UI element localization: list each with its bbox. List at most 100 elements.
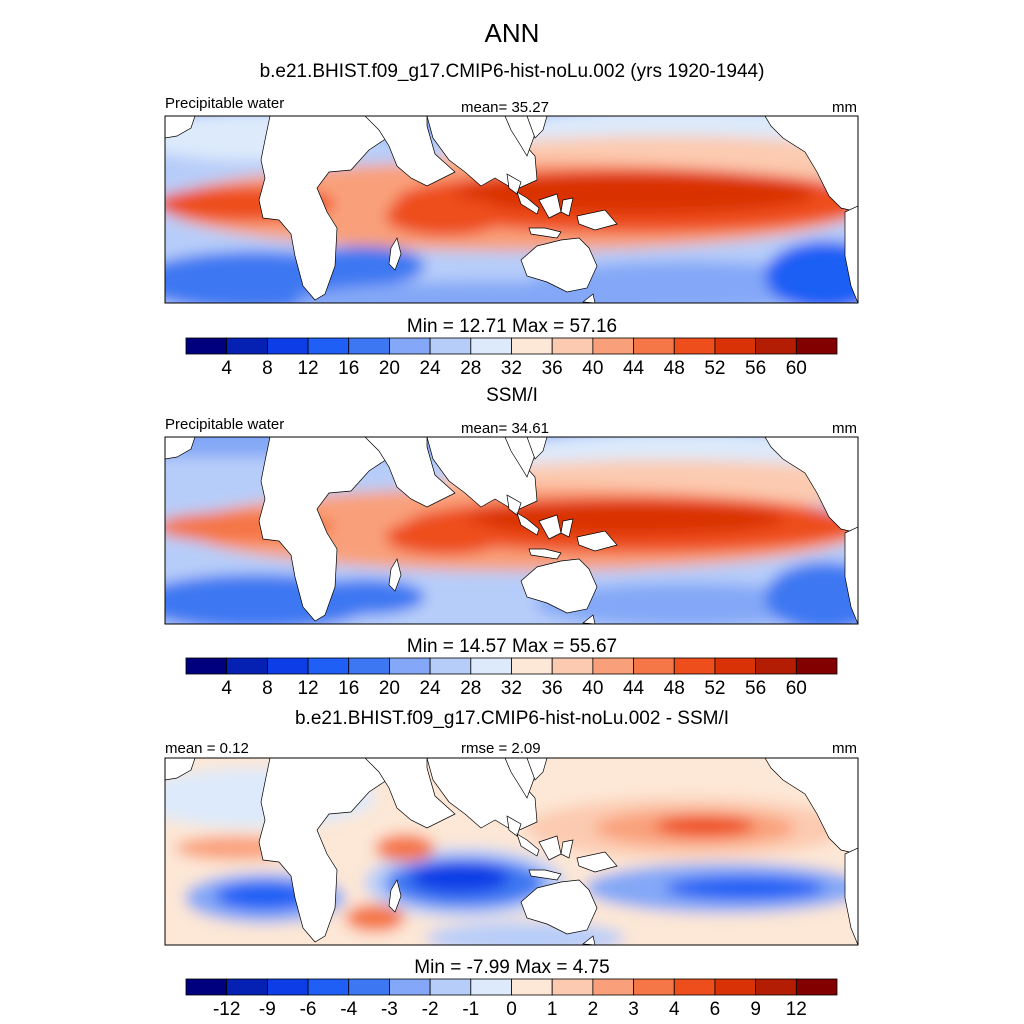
colorbar-swatch (429, 657, 472, 675)
panel-2-colorbar: 4 8 12 16 20 24 28 32 36 40 44 48 52 56 60 (185, 657, 838, 699)
colorbar-tick-label: 40 (582, 678, 603, 699)
colorbar-swatch (714, 337, 757, 355)
colorbar-swatch (389, 337, 431, 355)
colorbar-swatch (348, 978, 390, 996)
colorbar-swatch (551, 978, 594, 996)
panel-2-units: mm (832, 420, 857, 437)
colorbar-tick-label: -6 (300, 999, 317, 1020)
panel-1-mean: mean= 35.27 (461, 99, 549, 116)
colorbar-swatch (592, 978, 634, 996)
colorbar-tick-label: 28 (460, 358, 481, 379)
colorbar-swatch (551, 337, 594, 355)
panel-1-minmax: Min = 12.71 Max = 57.16 (406, 316, 618, 337)
colorbar-tick-label: 12 (297, 358, 318, 379)
colorbar-tick-label: 56 (745, 358, 766, 379)
colorbar-swatch (633, 337, 675, 355)
colorbar-swatch (348, 657, 390, 675)
colorbar-tick-label: -4 (340, 999, 357, 1020)
panel-1-title: b.e21.BHIST.f09_g17.CMIP6-hist-noLu.002 … (259, 61, 765, 82)
colorbar-swatch (795, 337, 838, 355)
colorbar-swatch (714, 657, 757, 675)
colorbar-swatch (795, 978, 838, 996)
colorbar-tick-label: -1 (462, 999, 479, 1020)
colorbar-swatch (795, 657, 838, 675)
panel-3-rmse: rmse = 2.09 (461, 740, 541, 757)
colorbar-tick-label: 12 (786, 999, 807, 1020)
colorbar-swatch (470, 657, 512, 675)
panel-3-title: b.e21.BHIST.f09_g17.CMIP6-hist-noLu.002 … (294, 708, 730, 729)
colorbar-tick-label: 40 (582, 358, 603, 379)
colorbar-tick-label: -3 (381, 999, 398, 1020)
colorbar-tick-label: 4 (221, 678, 232, 699)
colorbar-swatch (633, 978, 675, 996)
colorbar-swatch (511, 978, 553, 996)
colorbar-tick-label: 4 (221, 358, 232, 379)
colorbar-tick-label: -12 (213, 999, 240, 1020)
colorbar-tick-label: 44 (623, 358, 645, 379)
colorbar-tick-label: 4 (669, 999, 680, 1020)
colorbar-tick-label: 0 (506, 999, 517, 1020)
colorbar-tick-label: 8 (262, 678, 273, 699)
colorbar-swatch (389, 657, 431, 675)
panel-3-units: mm (832, 740, 857, 757)
colorbar-tick-label: 60 (786, 678, 807, 699)
colorbar-swatch (226, 978, 268, 996)
colorbar-tick-label: 36 (542, 678, 563, 699)
panel-1-colorbar: 4 8 12 16 20 24 28 32 36 40 44 48 52 56 60 (185, 337, 838, 379)
colorbar-tick-label: 12 (297, 678, 318, 699)
colorbar-swatch (755, 657, 797, 675)
panel-2-left-label: Precipitable water (165, 416, 285, 433)
colorbar-tick-label: -2 (422, 999, 439, 1020)
panel-2-border (164, 436, 859, 625)
colorbar-tick-label: 52 (704, 358, 725, 379)
panel-3-mean: mean = 0.12 (165, 740, 249, 757)
colorbar-tick-label: 28 (460, 678, 481, 699)
colorbar-swatch (185, 657, 228, 675)
colorbar-tick-label: 9 (750, 999, 761, 1020)
colorbar-swatch (511, 657, 553, 675)
panel-3-map (165, 758, 858, 945)
colorbar-tick-label: 6 (710, 999, 721, 1020)
colorbar-tick-label: 48 (664, 358, 685, 379)
colorbar-tick-label: 52 (704, 678, 725, 699)
colorbar-tick-label: 36 (542, 358, 563, 379)
colorbar-swatch (673, 978, 716, 996)
colorbar-tick-label: 8 (262, 358, 273, 379)
panel-1-border (164, 115, 859, 304)
colorbar-swatch (226, 337, 268, 355)
colorbar-tick-label: 56 (745, 678, 766, 699)
colorbar-tick-label: 24 (420, 678, 442, 699)
colorbar-swatch (185, 978, 228, 996)
colorbar-tick-label: -9 (259, 999, 276, 1020)
panel-2-title: SSM/I (486, 385, 538, 406)
panel-2-mean: mean= 34.61 (461, 420, 549, 437)
panel-3-colorbar: -12 -9 -6 -4 -3 -2 -1 0 1 2 3 4 6 9 12 (185, 978, 838, 1020)
colorbar-tick-label: 2 (588, 999, 599, 1020)
figure-title: ANN (484, 18, 540, 48)
colorbar-swatch (389, 978, 431, 996)
colorbar-swatch (673, 337, 716, 355)
colorbar-tick-label: 20 (379, 678, 400, 699)
panel-3-minmax: Min = -7.99 Max = 4.75 (414, 957, 610, 978)
panel-1-map (165, 116, 858, 303)
panel-1-units: mm (832, 99, 857, 116)
colorbar-swatch (714, 978, 757, 996)
colorbar-swatch (551, 657, 594, 675)
colorbar-swatch (429, 337, 472, 355)
colorbar-tick-label: 3 (628, 999, 639, 1020)
colorbar-swatch (633, 657, 675, 675)
colorbar-swatch (755, 337, 797, 355)
colorbar-swatch (307, 337, 350, 355)
colorbar-swatch (348, 337, 390, 355)
colorbar-swatch (266, 337, 309, 355)
colorbar-swatch (429, 978, 472, 996)
colorbar-swatch (266, 978, 309, 996)
colorbar-swatch (266, 657, 309, 675)
colorbar-tick-label: 48 (664, 678, 685, 699)
colorbar-swatch (307, 978, 350, 996)
panel-2-minmax: Min = 14.57 Max = 55.67 (406, 636, 618, 657)
colorbar-tick-label: 16 (338, 678, 359, 699)
colorbar-swatch (470, 978, 512, 996)
colorbar-tick-label: 24 (420, 358, 442, 379)
